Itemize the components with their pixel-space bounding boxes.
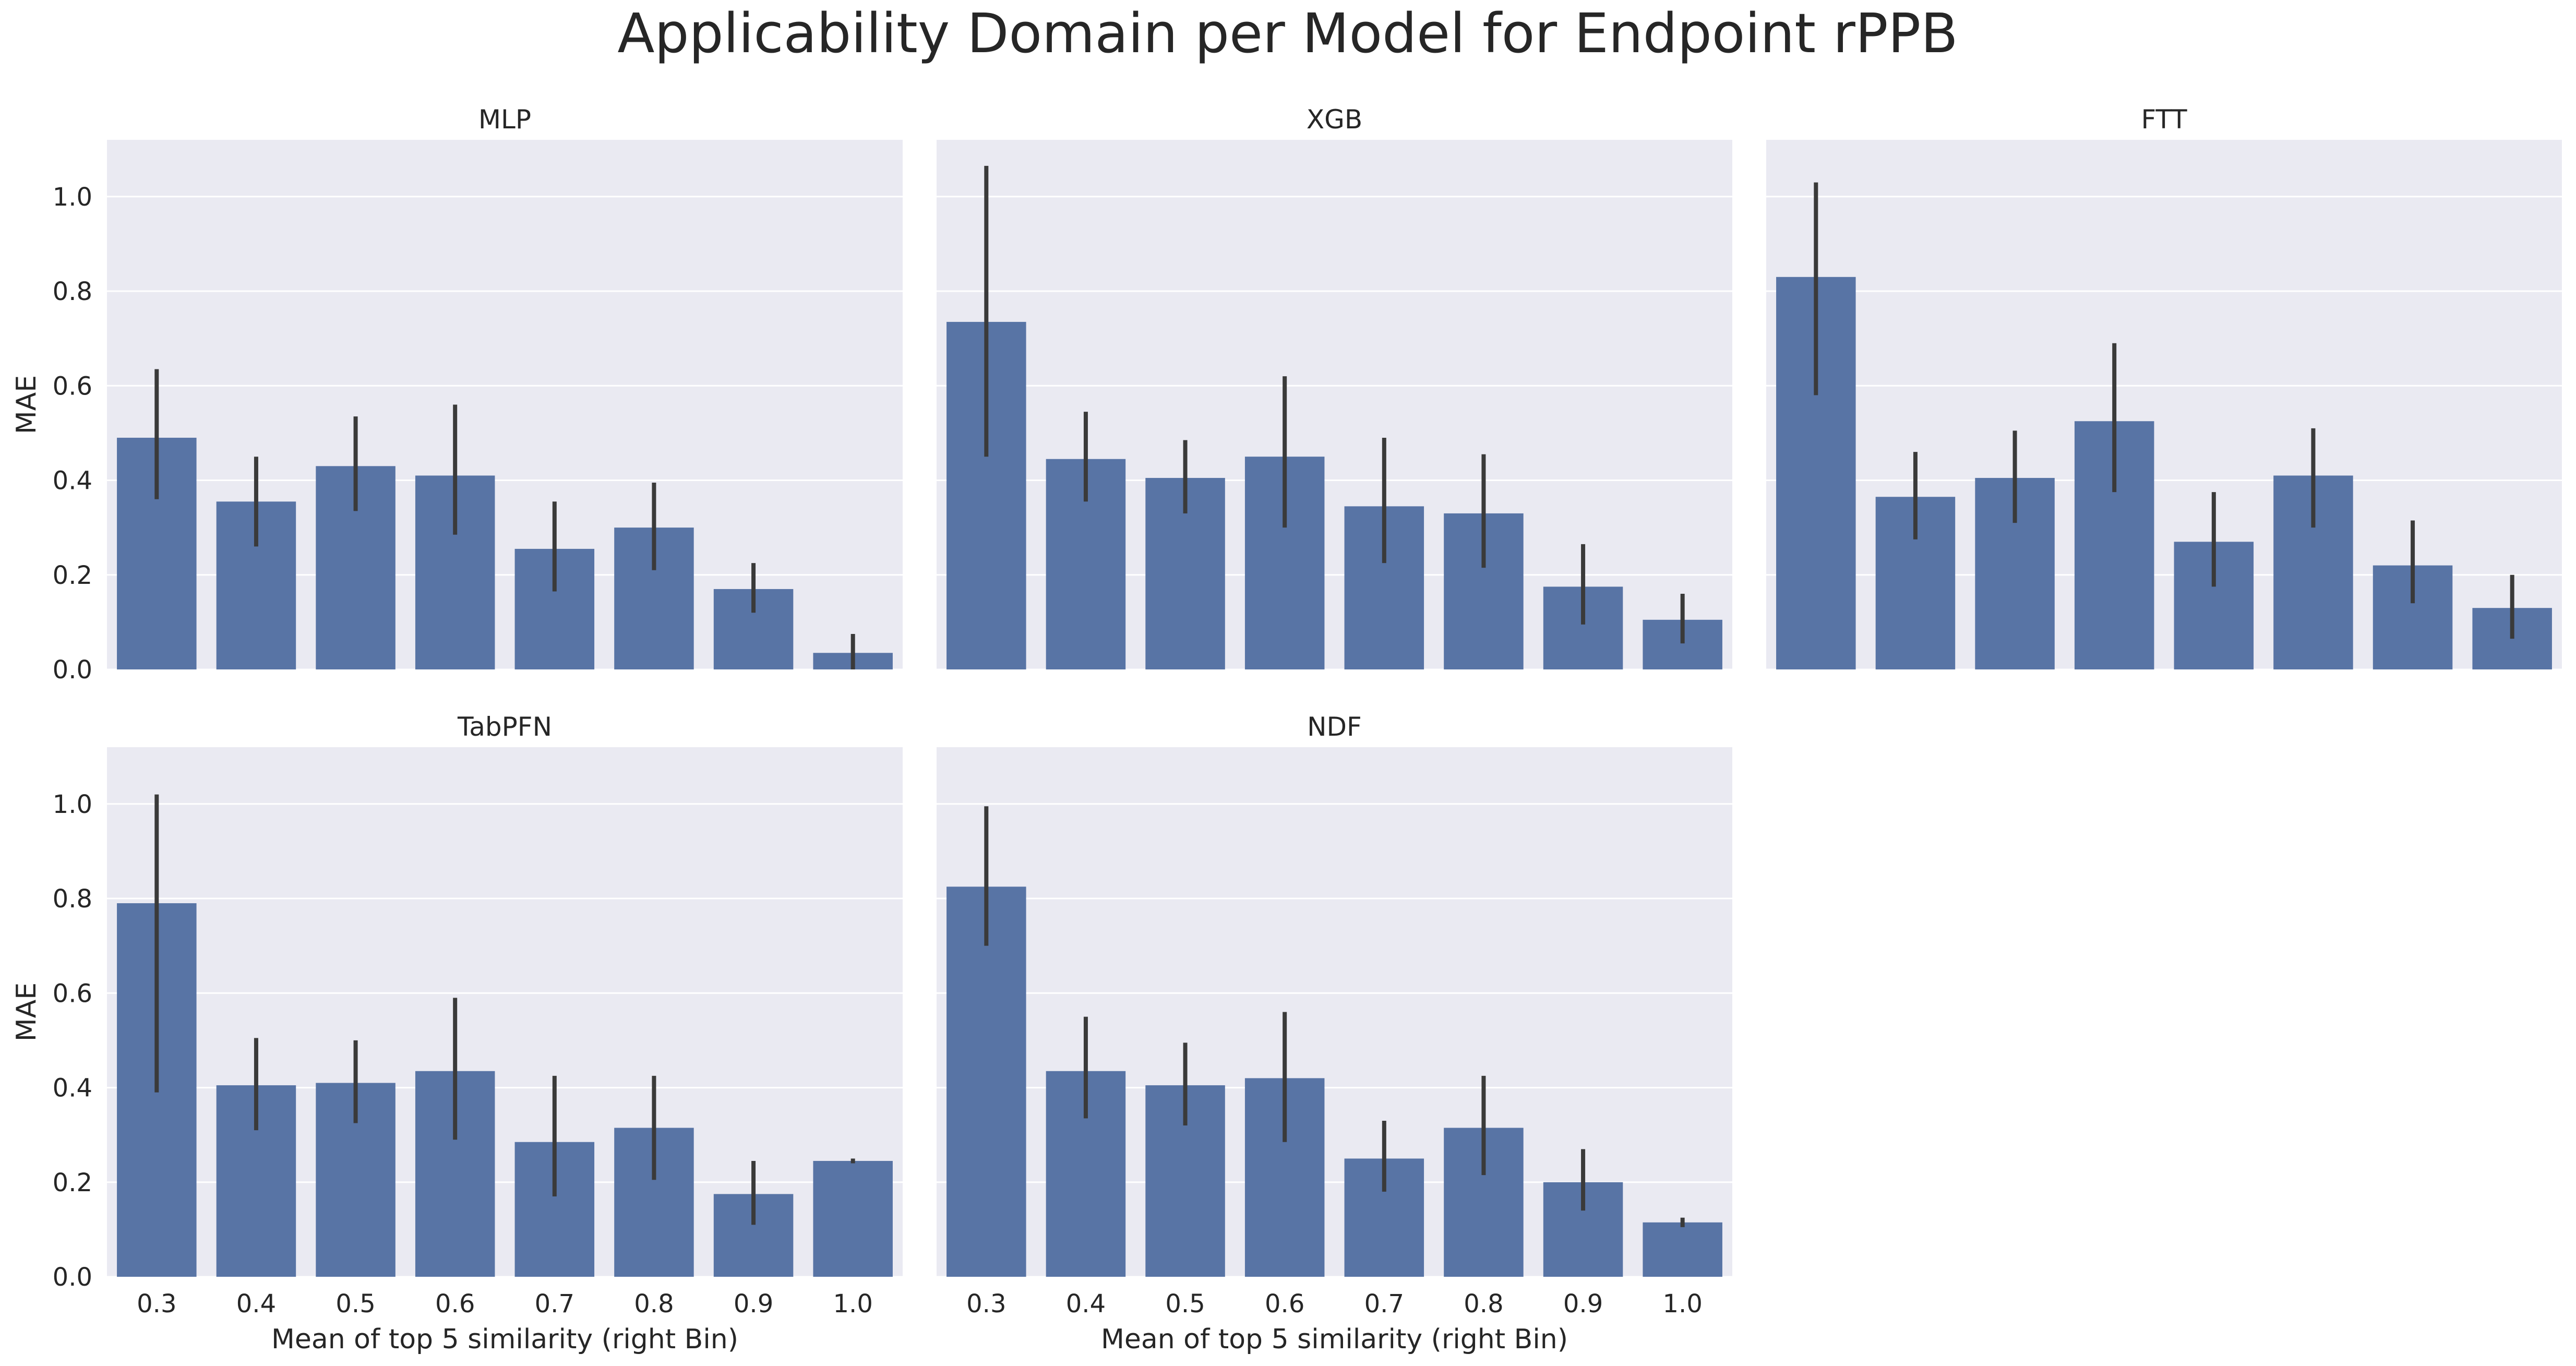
bar-tabpfn-1.0: [813, 1160, 893, 1277]
y-tick-label: 0.6: [53, 372, 92, 401]
x-tick-label: 1.0: [833, 1289, 873, 1319]
x-tick-label: 1.0: [1663, 1289, 1703, 1319]
y-tick-label: 0.2: [53, 1168, 92, 1197]
x-tick-label: 0.8: [1464, 1289, 1503, 1319]
y-tick-label: 0.4: [53, 1074, 92, 1103]
y-tick-label: 0.0: [53, 1263, 92, 1292]
bar-ndf-1.0: [1643, 1222, 1722, 1277]
y-axis-label: MAE: [11, 982, 42, 1041]
panel-title-mlp: MLP: [478, 104, 531, 135]
y-tick-label: 1.0: [53, 790, 92, 819]
x-tick-label: 0.7: [535, 1289, 574, 1319]
y-tick-label: 1.0: [53, 183, 92, 212]
panel-title-xgb: XGB: [1307, 104, 1362, 135]
x-tick-label: 0.4: [1066, 1289, 1106, 1319]
x-tick-label: 0.5: [1165, 1289, 1205, 1319]
panel-tabpfn: TabPFN 0.0 0.2 0.4 0.6 0.8 1.0 MAE 0.3 0.4 0.5 0.6 0…: [11, 712, 903, 1355]
x-tick-label: 0.9: [1563, 1289, 1603, 1319]
panel-mlp: MLP 0.0 0.2 0.4 0.6 0.8 1.0 MAE: [11, 104, 903, 685]
panel-ftt: FTT: [1766, 104, 2562, 670]
x-tick-label: 0.9: [734, 1289, 773, 1319]
x-tick-label: 0.8: [634, 1289, 674, 1319]
x-tick-label: 0.7: [1364, 1289, 1404, 1319]
y-tick-label: 0.8: [53, 277, 92, 306]
panel-title-tabpfn: TabPFN: [457, 712, 552, 742]
x-tick-label: 0.4: [236, 1289, 276, 1319]
x-tick-label: 0.3: [966, 1289, 1006, 1319]
y-tick-label: 0.2: [53, 561, 92, 590]
x-tick-label: 0.3: [137, 1289, 176, 1319]
panel-title-ndf: NDF: [1307, 712, 1362, 742]
chart-title: Applicability Domain per Model for Endpo…: [617, 2, 1958, 65]
bar-ndf-0.3: [946, 886, 1026, 1277]
y-axis-label: MAE: [11, 375, 42, 434]
panel-title-ftt: FTT: [2141, 104, 2187, 135]
x-axis-label: Mean of top 5 similarity (right Bin): [1101, 1324, 1568, 1355]
panels: MLP 0.0 0.2 0.4 0.6 0.8 1.0 MAE XGB FTT TabPFN 0.0 0…: [11, 104, 2562, 1355]
x-tick-label: 0.6: [1265, 1289, 1304, 1319]
y-tick-label: 0.6: [53, 979, 92, 1008]
y-tick-label: 0.0: [53, 655, 92, 685]
panel-xgb: XGB: [937, 104, 1732, 670]
y-tick-label: 0.4: [53, 466, 92, 496]
x-tick-label: 0.6: [435, 1289, 475, 1319]
x-axis-label: Mean of top 5 similarity (right Bin): [271, 1324, 738, 1355]
y-tick-label: 0.8: [53, 884, 92, 914]
x-tick-label: 0.5: [336, 1289, 375, 1319]
panel-ndf: NDF 0.3 0.4 0.5 0.6 0.7 0.8 0.9 1.0 Mean of top 5…: [937, 712, 1732, 1355]
